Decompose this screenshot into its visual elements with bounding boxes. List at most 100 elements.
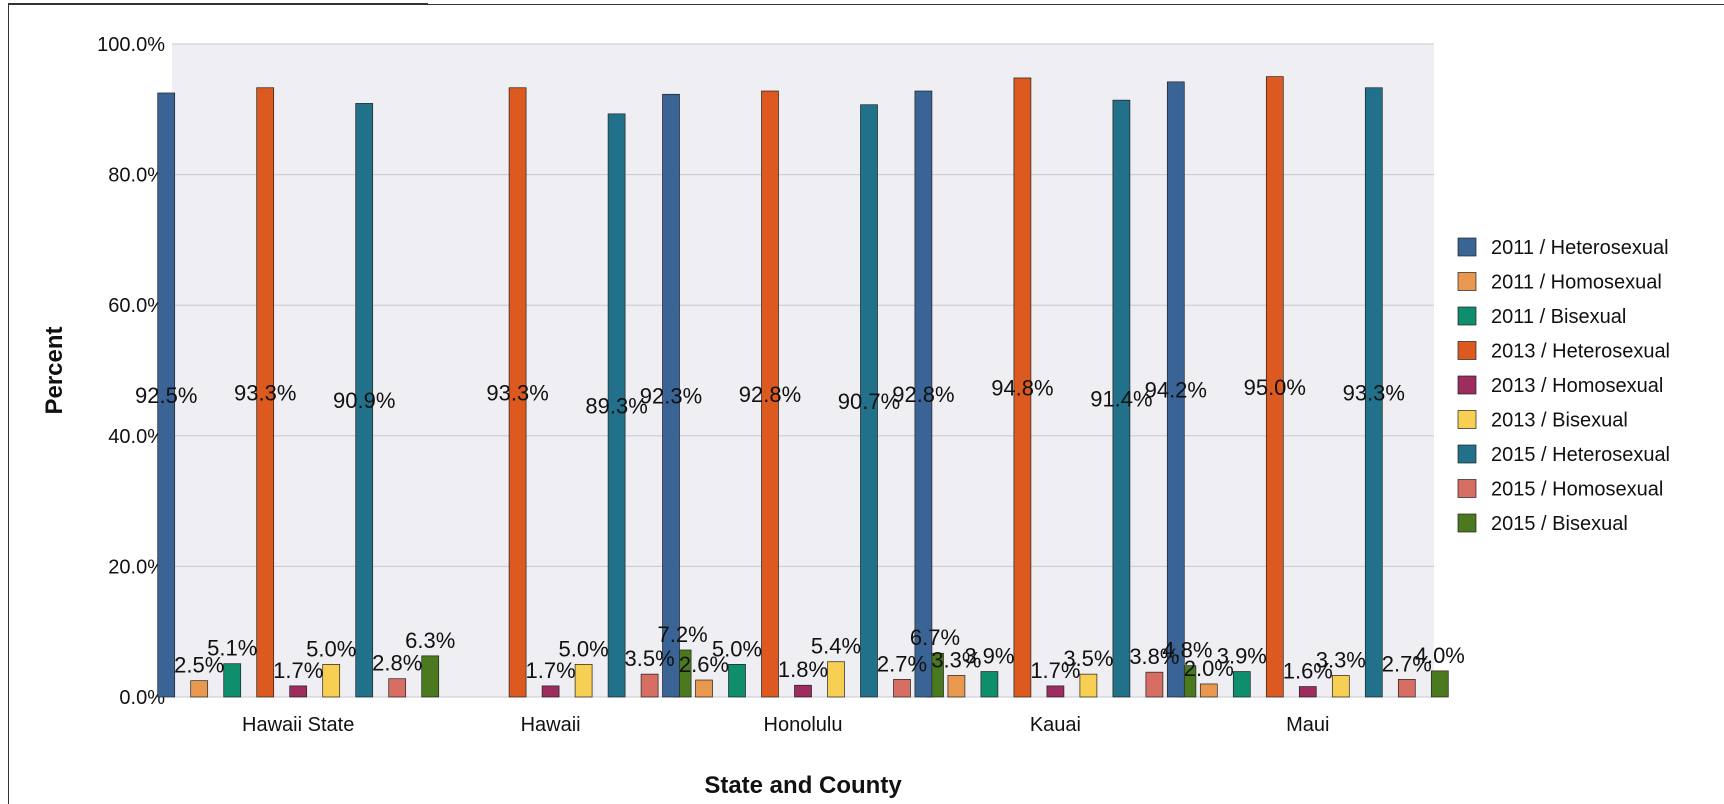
data-label: 1.6% (1283, 659, 1333, 684)
bar (388, 678, 407, 698)
data-label: 3.9% (964, 644, 1014, 669)
bar (1298, 686, 1317, 698)
data-label: 3.5% (625, 646, 675, 671)
data-label: 2.0% (1184, 656, 1234, 681)
bar (256, 87, 275, 698)
legend-swatch (1457, 513, 1477, 533)
bar (421, 655, 440, 698)
data-label: 5.0% (306, 636, 356, 661)
bar (947, 675, 966, 698)
x-axis-ticks: Hawaii State Hawaii Honolulu Kauai Maui (242, 714, 1329, 736)
data-label: 5.1% (207, 636, 257, 661)
data-label: 1.8% (778, 657, 828, 682)
data-label: 92.8% (892, 382, 954, 407)
data-label: 95.0% (1244, 375, 1306, 400)
bar (574, 663, 593, 698)
legend-label: 2011 / Homosexual (1491, 272, 1662, 294)
data-label: 4.8% (1162, 638, 1212, 663)
bar (1364, 87, 1383, 698)
data-label: 2.8% (372, 651, 422, 676)
legend-label: 2015 / Bisexual (1491, 513, 1628, 535)
data-label: 92.8% (739, 382, 801, 407)
data-label: 6.7% (910, 625, 960, 650)
legend-swatch (1457, 410, 1477, 429)
legend-swatch (1457, 237, 1477, 257)
data-label: 3.9% (1217, 644, 1267, 669)
bar (980, 671, 999, 698)
x-tick-label: Hawaii State (242, 714, 354, 736)
bar (1397, 679, 1416, 698)
data-label: 2.5% (174, 653, 224, 678)
bar (695, 679, 713, 698)
bar (355, 103, 374, 698)
bar (223, 663, 242, 698)
bar (1232, 671, 1251, 698)
bar (860, 104, 878, 698)
y-tick-label: 40.0% (108, 426, 165, 448)
plot-area (172, 44, 1434, 697)
data-label: 3.3% (1316, 647, 1366, 672)
legend-swatch (1457, 479, 1477, 498)
data-label: 89.3% (585, 393, 647, 418)
legend-swatch (1457, 375, 1477, 395)
data-label: 94.2% (1145, 377, 1207, 402)
legend-label: 2011 / Heterosexual (1491, 237, 1669, 259)
data-labels: 92.5%2.5%5.1%93.3%1.7%5.0%90.9%2.8%6.3%9… (135, 375, 1465, 684)
data-label: 94.8% (991, 375, 1053, 400)
bar (1430, 670, 1449, 698)
x-tick-label: Kauai (1030, 714, 1081, 736)
y-tick-label: 60.0% (108, 295, 165, 317)
data-label: 1.7% (526, 658, 576, 683)
legend-swatch (1457, 341, 1477, 360)
legend-label: 2013 / Bisexual (1491, 410, 1628, 432)
data-label: 1.7% (273, 658, 323, 683)
y-axis-ticks: 0.0% 20.0% 40.0% 60.0% 80.0% 100.0% (97, 34, 165, 709)
legend-label: 2013 / Homosexual (1491, 375, 1663, 397)
bar (1112, 99, 1131, 698)
data-label: 93.3% (1343, 380, 1405, 405)
legend-label: 2015 / Homosexual (1491, 479, 1663, 501)
y-tick-label: 0.0% (119, 687, 165, 709)
data-label: 3.5% (1063, 646, 1113, 671)
bar (893, 679, 911, 698)
x-tick-label: Hawaii (521, 714, 581, 736)
bar (728, 663, 746, 698)
y-tick-label: 100.0% (97, 34, 165, 56)
bar (190, 680, 209, 698)
data-label: 3.3% (931, 647, 981, 672)
bar (541, 685, 560, 698)
x-tick-label: Maui (1286, 714, 1329, 736)
bar (289, 685, 308, 698)
bar (1265, 76, 1284, 698)
data-label: 4.0% (1415, 643, 1465, 668)
y-axis-title: Percent (41, 326, 68, 414)
data-label: 3.8% (1129, 644, 1179, 669)
legend-label: 2015 / Heterosexual (1491, 444, 1670, 466)
x-axis-title: State and County (704, 772, 902, 799)
bar (1145, 671, 1164, 698)
legend-swatch (1457, 306, 1477, 326)
x-tick-label: Honolulu (764, 714, 843, 736)
data-label: 91.4% (1090, 387, 1152, 412)
data-label: 92.5% (135, 383, 197, 408)
legend-label: 2011 / Bisexual (1491, 306, 1626, 328)
bars (157, 76, 1449, 698)
data-label: 7.2% (658, 622, 708, 647)
bar (640, 673, 659, 698)
data-label: 93.3% (234, 380, 296, 405)
bar (794, 684, 812, 698)
data-label: 5.4% (811, 634, 861, 659)
bar (761, 90, 779, 698)
bar (1331, 675, 1350, 698)
bar (827, 661, 845, 698)
data-label: 5.0% (712, 636, 762, 661)
legend-swatch (1457, 444, 1477, 464)
bar (914, 90, 933, 698)
chart-frame-top-strip (8, 0, 428, 4)
bar (157, 92, 176, 698)
legend-label: 2013 / Heterosexual (1491, 341, 1670, 363)
bar (1013, 77, 1032, 698)
data-label: 2.6% (679, 652, 729, 677)
data-label: 90.7% (838, 389, 900, 414)
